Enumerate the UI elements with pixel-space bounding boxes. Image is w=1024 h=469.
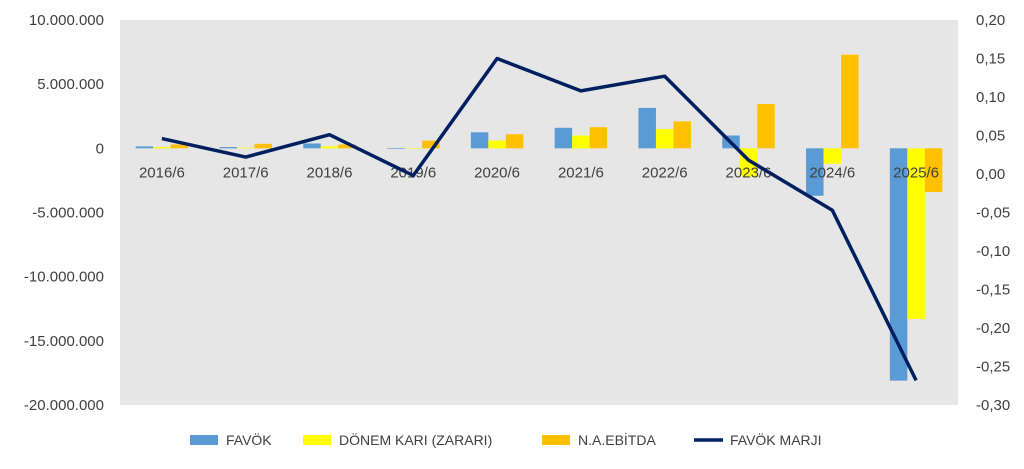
category-label-0: 2016/6 bbox=[139, 164, 185, 181]
legend-label-3: FAVÖK MARJI bbox=[730, 431, 822, 448]
legend-label-0: FAVÖK bbox=[226, 431, 272, 448]
bar-donem-kari-zarari-6 bbox=[655, 129, 674, 149]
y-right-tick-6: -0,10 bbox=[976, 243, 1010, 260]
category-label-6: 2022/6 bbox=[642, 164, 688, 181]
legend-swatch-1 bbox=[303, 435, 331, 445]
y-right-tick-2: 0,10 bbox=[976, 89, 1005, 106]
bar-donem-kari-zarari-9 bbox=[907, 148, 925, 320]
bar-favok-0 bbox=[135, 146, 154, 149]
bar-n-a-ebi-tda-7 bbox=[757, 104, 775, 149]
legend-item-favok-marji: FAVÖK MARJI bbox=[694, 431, 822, 448]
y-left-tick-0: 10.000.000 bbox=[29, 12, 104, 29]
bar-favok-6 bbox=[638, 107, 656, 149]
bar-favok-9 bbox=[889, 148, 908, 381]
y-right-tick-8: -0,20 bbox=[976, 320, 1010, 337]
y-left-tick-4: -10.000.000 bbox=[24, 269, 104, 286]
bar-donem-kari-zarari-8 bbox=[823, 148, 842, 164]
legend-item-favok: FAVÖK bbox=[190, 431, 272, 448]
legend-swatch-2 bbox=[542, 435, 570, 445]
bar-n-a-ebi-tda-4 bbox=[505, 134, 524, 149]
bar-donem-kari-zarari-1 bbox=[236, 147, 255, 149]
category-label-4: 2020/6 bbox=[474, 164, 520, 181]
bar-n-a-ebi-tda-2 bbox=[338, 144, 356, 149]
y-left-tick-5: -15.000.000 bbox=[24, 333, 104, 350]
y-left-tick-2: 0 bbox=[96, 140, 104, 157]
category-labels: 2016/6 2017/6 2018/6 2019/6 2020/6 2021/6 2022… bbox=[139, 164, 939, 181]
bar-n-a-ebi-tda-6 bbox=[673, 121, 691, 149]
bar-donem-kari-zarari-0 bbox=[153, 147, 171, 149]
category-label-9: 2025/6 bbox=[893, 164, 939, 181]
legend: FAVÖK DÖNEM KARI (ZARARI) N.A.EBİTDA FAVÖK … bbox=[190, 431, 822, 448]
bar-n-a-ebi-tda-0 bbox=[170, 144, 189, 149]
y-axis-left: 10.000.000 5.000.000 0 -5.000.000 -10.000.00… bbox=[24, 12, 104, 414]
legend-label-1: DÖNEM KARI (ZARARI) bbox=[339, 431, 492, 448]
y-axis-right: 0,20 0,15 0,10 0,05 0,00 -0,05 -0,10 -0,15 -0,20… bbox=[976, 12, 1010, 414]
bar-n-a-ebi-tda-1 bbox=[254, 143, 272, 149]
bar-favok-5 bbox=[554, 127, 573, 149]
legend-swatch-0 bbox=[190, 435, 218, 445]
bar-n-a-ebi-tda-9 bbox=[924, 148, 943, 192]
category-label-5: 2021/6 bbox=[558, 164, 604, 181]
y-left-tick-6: -20.000.000 bbox=[24, 397, 104, 414]
plot-area bbox=[120, 20, 958, 405]
category-label-7: 2023/6 bbox=[726, 164, 772, 181]
bar-favok-4 bbox=[470, 132, 489, 149]
bar-favok-3 bbox=[387, 148, 405, 149]
bar-donem-kari-zarari-3 bbox=[404, 148, 423, 149]
category-label-2: 2018/6 bbox=[307, 164, 353, 181]
y-left-tick-1: 5.000.000 bbox=[37, 76, 104, 93]
legend-item-n-a-ebi-tda: N.A.EBİTDA bbox=[542, 431, 656, 448]
bar-n-a-ebi-tda-8 bbox=[841, 54, 859, 149]
category-label-1: 2017/6 bbox=[223, 164, 269, 181]
bar-donem-kari-zarari-5 bbox=[572, 135, 590, 149]
y-right-tick-1: 0,15 bbox=[976, 51, 1005, 68]
y-left-tick-3: -5.000.000 bbox=[32, 205, 104, 222]
y-right-tick-4: 0,00 bbox=[976, 166, 1005, 183]
y-right-tick-7: -0,15 bbox=[976, 282, 1010, 299]
line-layer bbox=[161, 56, 918, 382]
bar-n-a-ebi-tda-5 bbox=[589, 127, 608, 149]
bar-favok-1 bbox=[219, 147, 237, 149]
bar-n-a-ebi-tda-3 bbox=[422, 140, 440, 149]
y-right-tick-3: 0,05 bbox=[976, 128, 1005, 145]
bar-donem-kari-zarari-4 bbox=[488, 140, 506, 149]
category-label-8: 2024/6 bbox=[809, 164, 855, 181]
legend-item-donem-kari-zarari: DÖNEM KARI (ZARARI) bbox=[303, 431, 492, 448]
bar-favok-8 bbox=[806, 148, 824, 196]
y-right-tick-10: -0,30 bbox=[976, 397, 1010, 414]
line-favok-marji bbox=[161, 56, 918, 382]
bar-favok-2 bbox=[303, 143, 321, 149]
y-right-tick-5: -0,05 bbox=[976, 205, 1010, 222]
legend-label-2: N.A.EBİTDA bbox=[578, 431, 656, 448]
bar-donem-kari-zarari-2 bbox=[320, 146, 339, 149]
y-right-tick-0: 0,20 bbox=[976, 12, 1005, 29]
y-right-tick-9: -0,25 bbox=[976, 359, 1010, 376]
